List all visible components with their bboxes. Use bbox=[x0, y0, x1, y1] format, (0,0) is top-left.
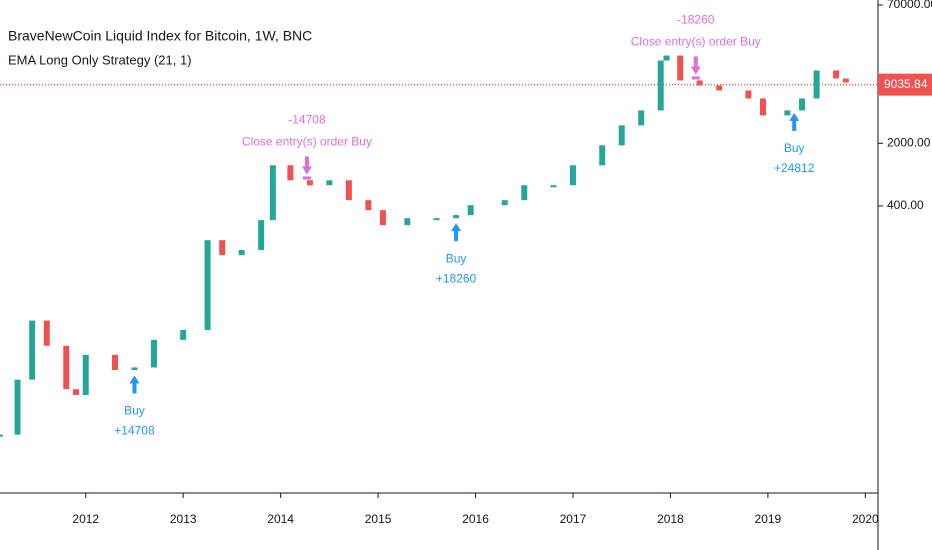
candle bbox=[677, 55, 684, 81]
candle bbox=[760, 98, 767, 116]
candle bbox=[833, 70, 840, 79]
buy-amount: +18260 bbox=[436, 271, 477, 285]
candle bbox=[453, 215, 460, 219]
candle bbox=[111, 354, 118, 370]
x-tick-label: 2014 bbox=[267, 512, 294, 526]
last-price-label: 9035.84 bbox=[884, 77, 928, 91]
buy-label: Buy bbox=[446, 251, 467, 265]
candle bbox=[618, 125, 625, 146]
y-tick-label: 2000.00 bbox=[887, 136, 931, 150]
candle bbox=[521, 185, 528, 201]
candle bbox=[306, 180, 313, 186]
candle bbox=[599, 145, 606, 166]
candle bbox=[219, 240, 226, 256]
y-tick-label: 400.00 bbox=[887, 198, 924, 212]
chart-subtitle: EMA Long Only Strategy (21, 1) bbox=[8, 52, 192, 67]
candle bbox=[150, 339, 157, 368]
candle bbox=[269, 165, 276, 221]
buy-arrow bbox=[129, 375, 140, 394]
chart-title: BraveNewCoin Liquid Index for Bitcoin, 1… bbox=[8, 28, 312, 44]
candle bbox=[326, 180, 333, 186]
candle bbox=[131, 367, 138, 370]
buy-arrow bbox=[451, 223, 462, 242]
candle bbox=[696, 80, 703, 86]
candle bbox=[180, 329, 187, 340]
close-label: Close entry(s) order Buy bbox=[631, 35, 761, 49]
buy-label: Buy bbox=[784, 141, 805, 155]
candle bbox=[404, 218, 411, 226]
candle bbox=[365, 200, 372, 211]
candle bbox=[258, 220, 265, 250]
x-tick-label: 2018 bbox=[657, 512, 684, 526]
close-marker bbox=[691, 76, 700, 80]
x-tick-label: 2016 bbox=[462, 512, 489, 526]
candle bbox=[287, 165, 294, 181]
close-amount: -18260 bbox=[677, 13, 715, 27]
x-tick-label: 2019 bbox=[755, 512, 782, 526]
x-tick-label: 2015 bbox=[365, 512, 392, 526]
candle bbox=[43, 320, 50, 346]
x-tick-label: 2013 bbox=[170, 512, 197, 526]
buy-arrow bbox=[789, 112, 800, 131]
candle bbox=[798, 98, 805, 111]
candle bbox=[63, 345, 70, 390]
candle bbox=[813, 70, 820, 99]
x-tick-label: 2020 bbox=[852, 512, 879, 526]
candle bbox=[550, 185, 557, 188]
candle bbox=[238, 249, 245, 256]
x-tick-label: 2017 bbox=[560, 512, 587, 526]
buy-amount: +14708 bbox=[114, 424, 155, 438]
candle bbox=[501, 200, 508, 206]
candle bbox=[73, 389, 80, 396]
close-arrow bbox=[690, 56, 701, 75]
x-tick-label: 2012 bbox=[72, 512, 99, 526]
close-marker bbox=[302, 176, 311, 180]
candle bbox=[204, 240, 211, 330]
candle bbox=[29, 320, 36, 380]
last-price-box bbox=[878, 73, 932, 96]
close-label: Close entry(s) order Buy bbox=[242, 135, 372, 149]
candle bbox=[433, 218, 440, 221]
candle bbox=[0, 434, 3, 437]
candle bbox=[663, 55, 670, 61]
candle bbox=[379, 210, 386, 226]
buy-amount: +24812 bbox=[774, 161, 815, 175]
candle bbox=[467, 205, 474, 216]
candle bbox=[345, 180, 352, 201]
y-tick-label: 70000.00 bbox=[887, 0, 932, 11]
candle bbox=[14, 379, 21, 435]
candle bbox=[784, 110, 791, 116]
candle bbox=[657, 60, 664, 111]
buy-label: Buy bbox=[124, 404, 145, 418]
close-arrow bbox=[301, 156, 312, 175]
candle bbox=[842, 78, 849, 83]
candle bbox=[82, 354, 89, 396]
candle bbox=[638, 110, 645, 126]
candle bbox=[745, 90, 752, 99]
close-amount: -14708 bbox=[288, 113, 326, 127]
candle bbox=[716, 85, 723, 91]
candle bbox=[569, 165, 576, 186]
